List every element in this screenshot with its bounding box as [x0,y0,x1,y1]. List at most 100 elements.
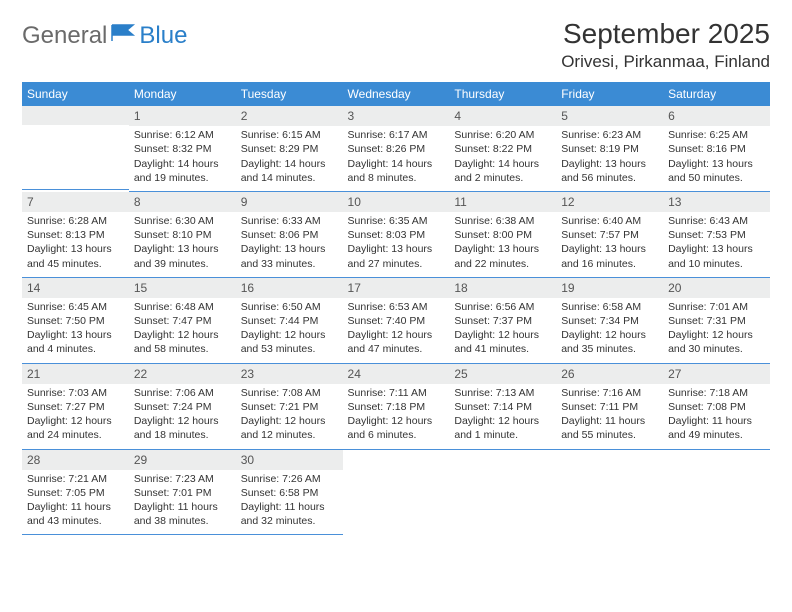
sunrise-line: Sunrise: 6:56 AM [454,300,551,314]
calendar-cell [663,450,770,536]
day-number: 25 [449,364,556,384]
calendar-cell: 6Sunrise: 6:25 AMSunset: 8:16 PMDaylight… [663,106,770,192]
daylight-line: Daylight: 13 hours and 56 minutes. [561,157,658,185]
location: Orivesi, Pirkanmaa, Finland [561,52,770,72]
day-content: Sunrise: 6:40 AMSunset: 7:57 PMDaylight:… [556,212,663,277]
day-number: 23 [236,364,343,384]
day-content: Sunrise: 7:01 AMSunset: 7:31 PMDaylight:… [663,298,770,363]
sunrise-line: Sunrise: 6:33 AM [241,214,338,228]
daylight-line: Daylight: 12 hours and 6 minutes. [348,414,445,442]
day-number: 21 [22,364,129,384]
weekday-header: Sunday [22,82,129,106]
flag-icon [111,22,137,50]
calendar-cell: 21Sunrise: 7:03 AMSunset: 7:27 PMDayligh… [22,364,129,450]
sunrise-line: Sunrise: 6:23 AM [561,128,658,142]
sunset-line: Sunset: 8:22 PM [454,142,551,156]
calendar-cell: 9Sunrise: 6:33 AMSunset: 8:06 PMDaylight… [236,192,343,278]
day-number: 4 [449,106,556,126]
calendar-cell: 29Sunrise: 7:23 AMSunset: 7:01 PMDayligh… [129,450,236,536]
sunset-line: Sunset: 7:14 PM [454,400,551,414]
sunrise-line: Sunrise: 7:08 AM [241,386,338,400]
header: General Blue September 2025 Orivesi, Pir… [22,18,770,72]
sunrise-line: Sunrise: 7:18 AM [668,386,765,400]
sunrise-line: Sunrise: 6:38 AM [454,214,551,228]
daylight-line: Daylight: 13 hours and 39 minutes. [134,242,231,270]
calendar-table: SundayMondayTuesdayWednesdayThursdayFrid… [22,82,770,535]
sunset-line: Sunset: 8:13 PM [27,228,124,242]
calendar-cell [449,450,556,536]
day-number: 16 [236,278,343,298]
day-content: Sunrise: 7:11 AMSunset: 7:18 PMDaylight:… [343,384,450,449]
day-number: 12 [556,192,663,212]
daylight-line: Daylight: 12 hours and 47 minutes. [348,328,445,356]
month-title: September 2025 [561,18,770,50]
daylight-line: Daylight: 13 hours and 10 minutes. [668,242,765,270]
daylight-line: Daylight: 13 hours and 22 minutes. [454,242,551,270]
daylight-line: Daylight: 11 hours and 55 minutes. [561,414,658,442]
calendar-cell [343,450,450,536]
calendar-cell: 11Sunrise: 6:38 AMSunset: 8:00 PMDayligh… [449,192,556,278]
daylight-line: Daylight: 13 hours and 33 minutes. [241,242,338,270]
day-number: 9 [236,192,343,212]
title-block: September 2025 Orivesi, Pirkanmaa, Finla… [561,18,770,72]
daylight-line: Daylight: 13 hours and 27 minutes. [348,242,445,270]
daylight-line: Daylight: 14 hours and 8 minutes. [348,157,445,185]
calendar-week-row: 21Sunrise: 7:03 AMSunset: 7:27 PMDayligh… [22,364,770,450]
sunset-line: Sunset: 8:16 PM [668,142,765,156]
day-content: Sunrise: 6:56 AMSunset: 7:37 PMDaylight:… [449,298,556,363]
sunrise-line: Sunrise: 6:12 AM [134,128,231,142]
sunset-line: Sunset: 8:00 PM [454,228,551,242]
calendar-cell [22,106,129,192]
calendar-cell: 10Sunrise: 6:35 AMSunset: 8:03 PMDayligh… [343,192,450,278]
calendar-week-row: 1Sunrise: 6:12 AMSunset: 8:32 PMDaylight… [22,106,770,192]
sunset-line: Sunset: 6:58 PM [241,486,338,500]
logo-text-2: Blue [139,22,187,50]
calendar-cell: 17Sunrise: 6:53 AMSunset: 7:40 PMDayligh… [343,278,450,364]
day-number: 26 [556,364,663,384]
sunset-line: Sunset: 8:03 PM [348,228,445,242]
sunrise-line: Sunrise: 6:20 AM [454,128,551,142]
day-number: 14 [22,278,129,298]
daylight-line: Daylight: 11 hours and 38 minutes. [134,500,231,528]
daylight-line: Daylight: 12 hours and 58 minutes. [134,328,231,356]
calendar-cell: 20Sunrise: 7:01 AMSunset: 7:31 PMDayligh… [663,278,770,364]
day-number: 6 [663,106,770,126]
day-content: Sunrise: 6:50 AMSunset: 7:44 PMDaylight:… [236,298,343,363]
sunrise-line: Sunrise: 7:11 AM [348,386,445,400]
sunset-line: Sunset: 7:47 PM [134,314,231,328]
day-number: 29 [129,450,236,470]
calendar-cell: 14Sunrise: 6:45 AMSunset: 7:50 PMDayligh… [22,278,129,364]
day-content: Sunrise: 6:38 AMSunset: 8:00 PMDaylight:… [449,212,556,277]
day-number: 28 [22,450,129,470]
sunset-line: Sunset: 7:50 PM [27,314,124,328]
sunrise-line: Sunrise: 6:35 AM [348,214,445,228]
calendar-cell: 13Sunrise: 6:43 AMSunset: 7:53 PMDayligh… [663,192,770,278]
day-content: Sunrise: 6:23 AMSunset: 8:19 PMDaylight:… [556,126,663,191]
calendar-cell: 25Sunrise: 7:13 AMSunset: 7:14 PMDayligh… [449,364,556,450]
sunrise-line: Sunrise: 6:40 AM [561,214,658,228]
sunrise-line: Sunrise: 7:26 AM [241,472,338,486]
daylight-line: Daylight: 12 hours and 41 minutes. [454,328,551,356]
day-number: 2 [236,106,343,126]
sunset-line: Sunset: 8:19 PM [561,142,658,156]
daylight-line: Daylight: 14 hours and 2 minutes. [454,157,551,185]
sunrise-line: Sunrise: 7:13 AM [454,386,551,400]
sunrise-line: Sunrise: 6:17 AM [348,128,445,142]
logo: General Blue [22,18,187,50]
daylight-line: Daylight: 12 hours and 35 minutes. [561,328,658,356]
sunset-line: Sunset: 7:24 PM [134,400,231,414]
day-content: Sunrise: 7:13 AMSunset: 7:14 PMDaylight:… [449,384,556,449]
daylight-line: Daylight: 14 hours and 19 minutes. [134,157,231,185]
weekday-header: Monday [129,82,236,106]
day-content: Sunrise: 6:35 AMSunset: 8:03 PMDaylight:… [343,212,450,277]
daylight-line: Daylight: 13 hours and 45 minutes. [27,242,124,270]
calendar-cell: 30Sunrise: 7:26 AMSunset: 6:58 PMDayligh… [236,450,343,536]
calendar-week-row: 14Sunrise: 6:45 AMSunset: 7:50 PMDayligh… [22,278,770,364]
day-content: Sunrise: 6:15 AMSunset: 8:29 PMDaylight:… [236,126,343,191]
day-number: 8 [129,192,236,212]
sunset-line: Sunset: 7:27 PM [27,400,124,414]
calendar-cell: 24Sunrise: 7:11 AMSunset: 7:18 PMDayligh… [343,364,450,450]
day-content: Sunrise: 6:58 AMSunset: 7:34 PMDaylight:… [556,298,663,363]
daylight-line: Daylight: 12 hours and 24 minutes. [27,414,124,442]
day-content: Sunrise: 7:08 AMSunset: 7:21 PMDaylight:… [236,384,343,449]
